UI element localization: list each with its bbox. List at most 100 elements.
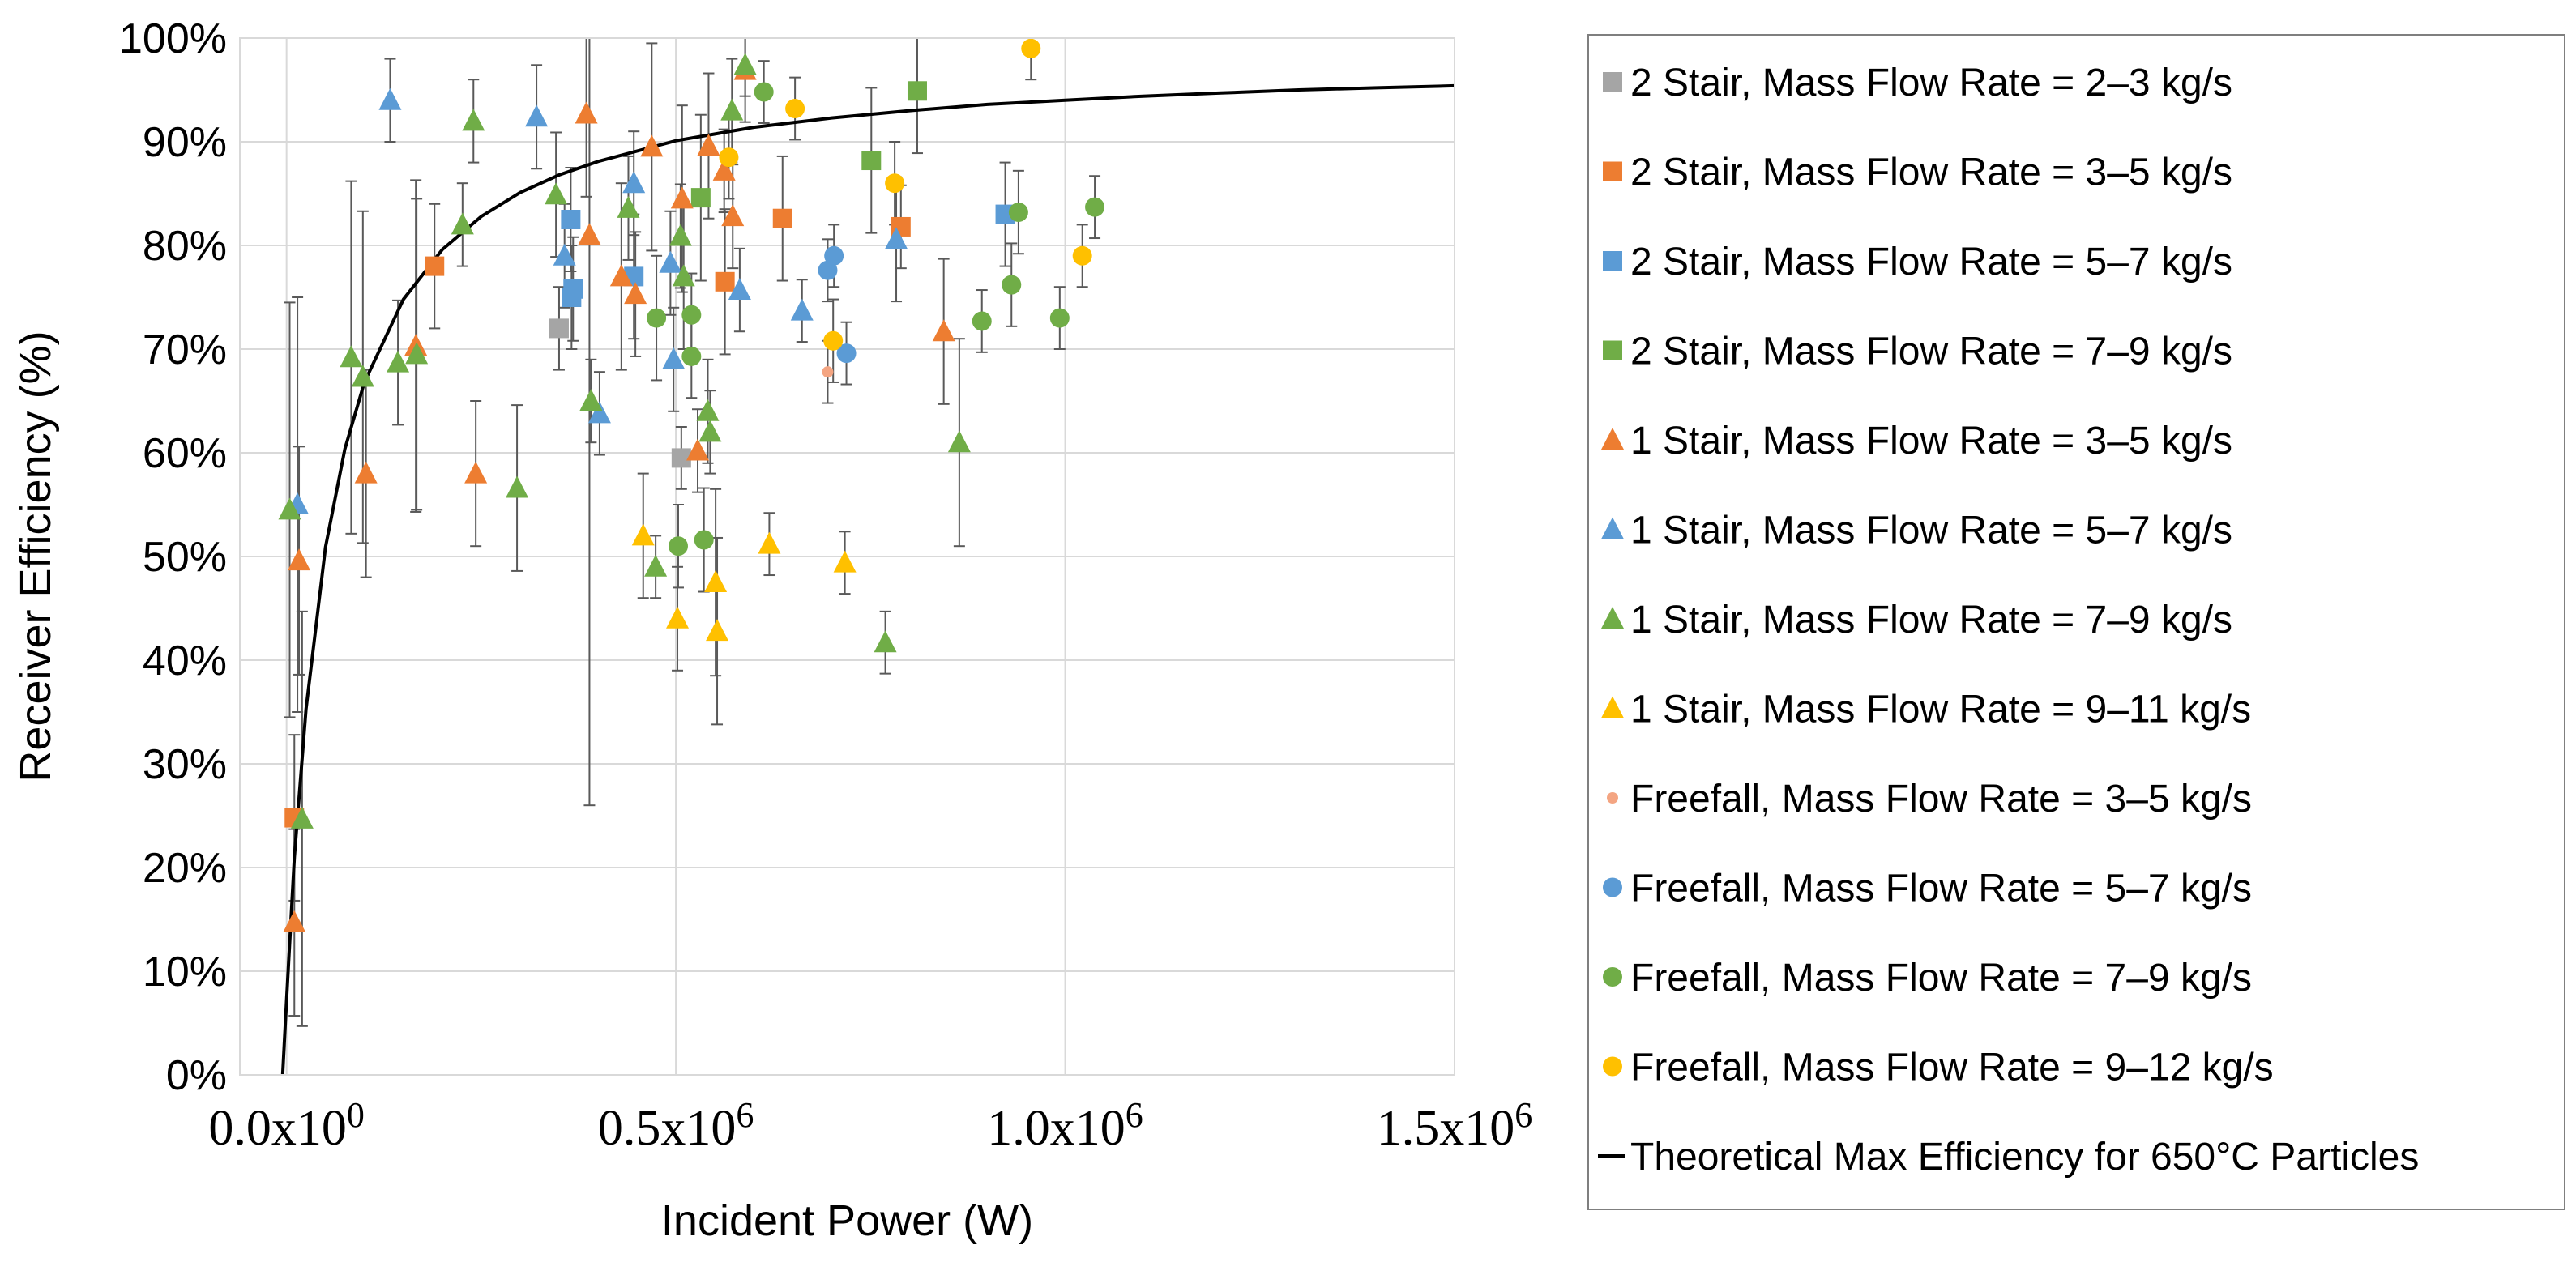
legend-label: 1 Stair, Mass Flow Rate = 7–9 kg/s [1630, 599, 2232, 642]
x-tick-label: 0.0x100 [208, 1095, 364, 1156]
legend-marker [1601, 696, 1624, 718]
data-point [698, 420, 722, 442]
data-point [785, 99, 805, 119]
data-point [668, 536, 688, 556]
legend-label: 2 Stair, Mass Flow Rate = 2–3 kg/s [1630, 62, 2232, 104]
data-point [575, 101, 598, 124]
legend: 2 Stair, Mass Flow Rate = 2–3 kg/s 2 Stai… [1587, 34, 2565, 1210]
data-point [666, 606, 690, 629]
y-tick-label: 80% [143, 223, 227, 270]
data-point [288, 548, 311, 571]
data-point [609, 264, 633, 287]
data-point [640, 134, 664, 157]
data-point [587, 401, 611, 424]
data-point [754, 82, 774, 102]
data-point [525, 104, 549, 127]
y-tick-label: 30% [143, 741, 227, 788]
data-point [1002, 275, 1022, 295]
data-point [672, 264, 695, 287]
data-point [425, 256, 445, 276]
data-point [947, 430, 971, 453]
data-point [553, 243, 576, 266]
data-point [836, 343, 857, 364]
data-point [283, 910, 306, 932]
y-tick-label: 50% [143, 534, 227, 581]
data-point [833, 550, 857, 573]
data-markers [278, 38, 1105, 932]
legend-label: 2 Stair, Mass Flow Rate = 3–5 kg/s [1630, 151, 2232, 194]
plot-area-frame [239, 37, 1455, 1076]
data-point [624, 282, 647, 305]
x-axis-ticks: 0.0x100 0.5x106 1.0x106 1.5x106 [208, 1095, 1532, 1156]
legend-marker [1603, 251, 1622, 271]
data-point [681, 346, 702, 366]
legend-label: Freefall, Mass Flow Rate = 3–5 kg/s [1630, 778, 2252, 821]
y-tick-label: 70% [143, 326, 227, 373]
data-point [462, 109, 485, 131]
data-point [1072, 245, 1092, 266]
data-point [885, 227, 908, 249]
legend-marker [1601, 607, 1624, 629]
data-point [721, 204, 745, 227]
data-point [561, 210, 581, 229]
legend-label: 1 Stair, Mass Flow Rate = 9–11 kg/s [1630, 689, 2251, 731]
data-point [670, 186, 694, 209]
data-point [378, 87, 402, 110]
y-tick-label: 40% [143, 637, 227, 684]
legend-marker [1603, 877, 1622, 897]
legend-label: Freefall, Mass Flow Rate = 9–12 kg/s [1630, 1047, 2274, 1089]
data-point [907, 81, 927, 101]
y-axis-title: Receiver Efficiency (%) [11, 330, 60, 782]
data-point [824, 245, 844, 266]
data-point [354, 461, 378, 484]
y-tick-label: 10% [143, 949, 227, 996]
data-point [715, 271, 735, 292]
data-point [1085, 197, 1105, 217]
data-point [720, 98, 744, 121]
data-point [387, 350, 410, 373]
data-point [822, 366, 834, 378]
data-point [669, 224, 692, 246]
data-point [932, 319, 955, 342]
data-point [861, 151, 882, 171]
legend-marker [1603, 340, 1622, 360]
data-point [712, 158, 736, 181]
data-point [694, 530, 714, 550]
data-point [690, 188, 711, 208]
y-tick-label: 60% [143, 430, 227, 477]
data-point [451, 212, 474, 235]
data-point [706, 619, 729, 642]
data-point [562, 288, 582, 307]
legend-marker [1603, 1056, 1622, 1077]
data-point [823, 330, 844, 351]
data-point [647, 308, 667, 328]
data-point [1021, 38, 1041, 58]
x-tick-label: 0.5x106 [598, 1095, 754, 1156]
data-point [622, 171, 646, 194]
error-bars [284, 37, 1101, 1027]
data-point [578, 223, 601, 245]
data-point [579, 389, 603, 411]
data-point [617, 195, 640, 218]
data-point [1008, 203, 1028, 223]
data-point [686, 438, 710, 461]
y-tick-label: 100% [119, 15, 227, 62]
data-point [1049, 308, 1070, 328]
data-point [696, 399, 720, 421]
data-point [290, 806, 314, 829]
x-tick-label: 1.5x106 [1377, 1095, 1533, 1156]
legend-label: 2 Stair, Mass Flow Rate = 7–9 kg/s [1630, 330, 2232, 373]
data-point [733, 53, 757, 75]
legend-label: 1 Stair, Mass Flow Rate = 3–5 kg/s [1630, 420, 2232, 463]
y-tick-label: 90% [143, 119, 227, 166]
legend-marker [1603, 967, 1622, 987]
data-point [405, 342, 429, 365]
data-point [351, 365, 374, 387]
legend-marker [1601, 517, 1624, 539]
data-point [772, 208, 792, 228]
data-point [972, 311, 992, 331]
legend-marker [1607, 792, 1618, 804]
data-point [719, 147, 739, 168]
data-point [885, 173, 905, 194]
